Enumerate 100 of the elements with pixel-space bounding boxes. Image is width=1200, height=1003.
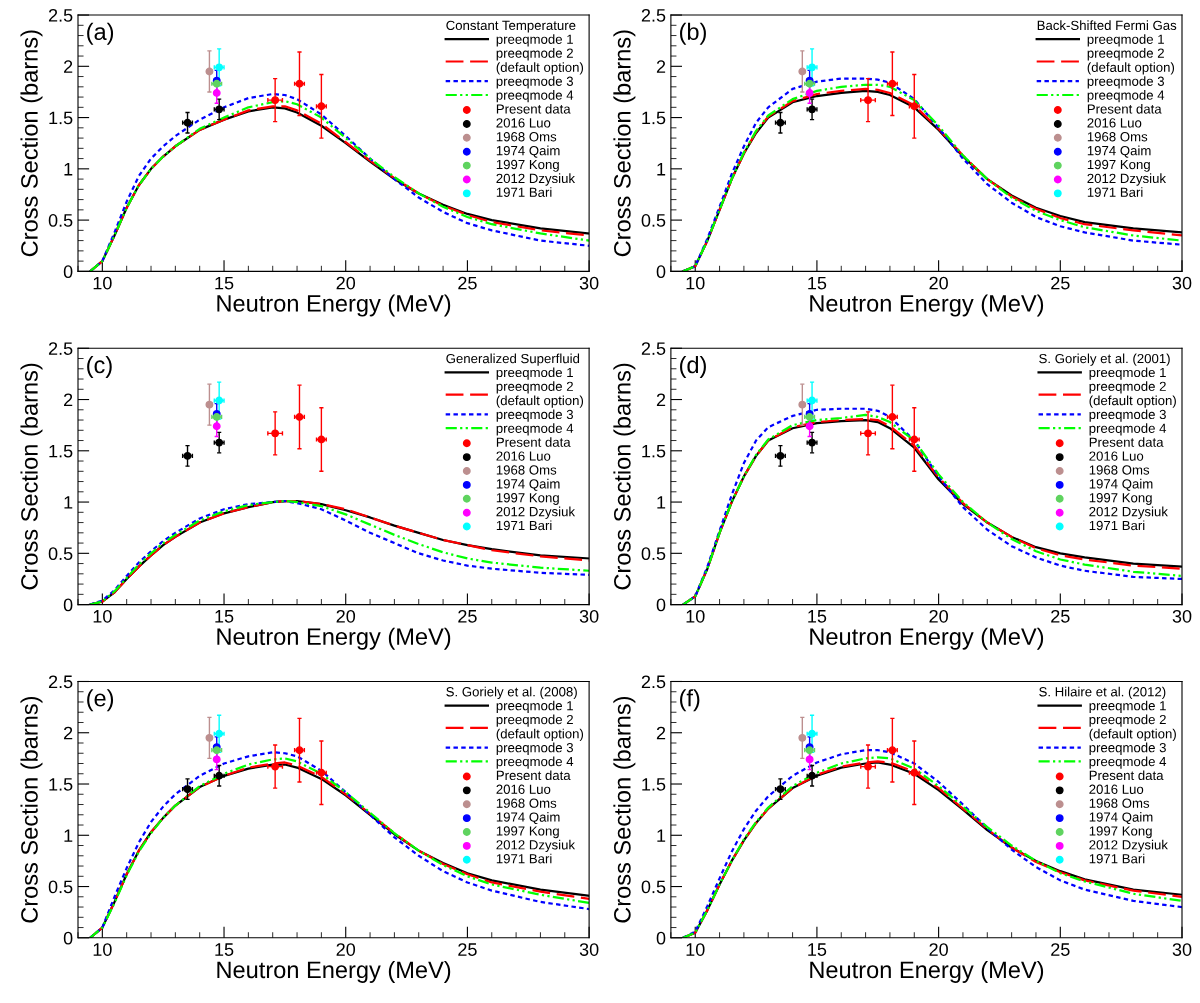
x-tick-label: 25: [458, 609, 477, 623]
y-tick-label: 1.5: [642, 444, 666, 458]
y-tick-label: 1: [64, 162, 73, 176]
legend-label: 2012 Dzysiuk: [1089, 506, 1168, 519]
y-tick-label: 1: [657, 162, 666, 176]
legend-label: preeqmode 3: [1087, 76, 1164, 89]
y-tick-label: 2.5: [641, 8, 666, 22]
x-tick-label: 10: [93, 276, 112, 290]
x-tick-label: 20: [336, 276, 356, 290]
legend-label: 1974 Qaim: [496, 812, 560, 825]
legend-label: 2012 Dzysiuk: [496, 839, 576, 853]
legend-label: preeqmode 3: [1089, 409, 1166, 422]
y-tick-label: 0: [656, 265, 666, 279]
legend-label: Present data: [496, 437, 571, 447]
x-tick-label: 25: [1051, 276, 1070, 290]
legend-label: 1971 Bari: [1089, 520, 1145, 531]
legend-label: Present data: [496, 770, 571, 781]
y-axis-title: Cross Section (barns): [613, 30, 636, 257]
x-tick-label: 15: [215, 610, 234, 623]
y-tick-label: 0.5: [641, 880, 666, 894]
legend-label: 1997 Kong: [496, 493, 559, 505]
x-tick-label: 20: [336, 943, 356, 956]
legend-label: preeqmode 4: [496, 90, 574, 103]
y-tick-label: 0: [656, 598, 666, 612]
legend-label: preeqmode 1: [496, 34, 573, 47]
y-tick-label: 2: [64, 60, 73, 73]
legend-label: 1968 Oms: [496, 465, 557, 475]
x-tick-label: 20: [929, 276, 948, 290]
legend-title: S. Hilaire et al. (2012): [1039, 686, 1166, 700]
legend-label: preeqmode 1: [496, 367, 573, 380]
legend-title: Back-Shifted Fermi Gas: [1037, 20, 1177, 31]
y-tick-label: 0.5: [641, 214, 666, 227]
legend-label: 1971 Bari: [496, 187, 552, 197]
x-tick-label: 30: [579, 609, 599, 623]
legend-label: 1971 Bari: [1087, 187, 1143, 197]
y-tick-label: 1.5: [642, 778, 666, 791]
y-tick-label: 2.5: [641, 675, 666, 689]
legend-label: preeqmode 3: [496, 409, 573, 422]
legend-label: 1997 Kong: [1089, 826, 1152, 839]
legend-label: preeqmode 1: [1089, 367, 1166, 380]
y-tick-label: 1: [64, 496, 73, 509]
y-tick-label: 1.5: [49, 778, 73, 791]
x-axis-title: Neutron Energy (MeV): [810, 627, 1044, 650]
annotation: (e): [87, 689, 114, 712]
x-tick-label: 10: [93, 943, 112, 956]
annotation: (d): [680, 355, 706, 378]
legend-title: S. Goriely et al. (2001): [1039, 353, 1170, 366]
y-tick-label: 2.5: [48, 342, 73, 355]
y-tick-label: 2: [656, 60, 666, 73]
y-tick-label: 0.5: [641, 547, 666, 561]
x-tick-label: 15: [215, 943, 234, 956]
x-tick-label: 20: [929, 943, 948, 956]
legend-label: 2016 Luo: [496, 451, 551, 461]
legend-label: preeqmode 4: [496, 756, 574, 769]
y-tick-label: 0: [63, 931, 73, 945]
legend-label: 1968 Oms: [1089, 465, 1150, 475]
x-axis-title: Neutron Energy (MeV): [217, 627, 451, 650]
x-tick-label: 30: [579, 943, 599, 956]
legend-label: preeqmode 4: [1089, 756, 1167, 769]
x-tick-label: 20: [336, 609, 356, 623]
y-axis-title: Cross Section (barns): [613, 363, 636, 590]
legend-label: Present data: [1087, 103, 1162, 114]
annotation: (f): [680, 689, 700, 712]
legend-label: Present data: [496, 103, 571, 114]
x-tick-label: 15: [215, 276, 234, 290]
legend-label: 1997 Kong: [496, 159, 559, 172]
legend-title: Constant Temperature: [446, 20, 576, 33]
legend-label: 1968 Oms: [496, 132, 557, 142]
legend-label: preeqmode 2 (default option): [1087, 48, 1175, 75]
y-tick-label: 1.5: [642, 111, 666, 125]
legend-label: 2016 Luo: [1089, 784, 1144, 794]
x-axis-title: Neutron Energy (MeV): [217, 960, 451, 983]
legend-label: 1974 Qaim: [1089, 478, 1153, 491]
legend-label: 2016 Luo: [1089, 451, 1144, 461]
y-tick-label: 0: [63, 265, 73, 279]
legend-label: 1971 Bari: [496, 520, 552, 531]
legend-label: preeqmode 3: [496, 76, 573, 89]
x-tick-label: 10: [686, 609, 705, 623]
legend-label: preeqmode 1: [1087, 34, 1164, 47]
legend-label: preeqmode 3: [496, 742, 573, 755]
legend-label: preeqmode 4: [496, 423, 574, 436]
y-tick-label: 0: [63, 598, 73, 612]
x-tick-label: 15: [808, 276, 827, 290]
legend-label: preeqmode 2 (default option): [1089, 381, 1176, 408]
y-tick-label: 0.5: [48, 880, 73, 894]
y-tick-label: 2: [64, 393, 73, 407]
legend-label: 1971 Bari: [496, 853, 552, 864]
x-tick-label: 25: [458, 943, 477, 956]
legend-label: preeqmode 2 (default option): [496, 714, 584, 742]
legend-label: 1968 Oms: [496, 798, 557, 808]
annotation: (c): [87, 355, 112, 378]
x-tick-label: 25: [1051, 609, 1070, 623]
legend-label: 1974 Qaim: [1089, 812, 1153, 825]
x-tick-label: 15: [808, 610, 827, 623]
legend-title: S. Goriely et al. (2008): [446, 686, 577, 700]
legend-label: Present data: [1089, 437, 1164, 447]
legend-label: 1974 Qaim: [496, 478, 560, 491]
legend-label: 1968 Oms: [1087, 132, 1148, 142]
x-tick-label: 30: [1172, 609, 1192, 623]
x-tick-label: 10: [686, 943, 705, 956]
